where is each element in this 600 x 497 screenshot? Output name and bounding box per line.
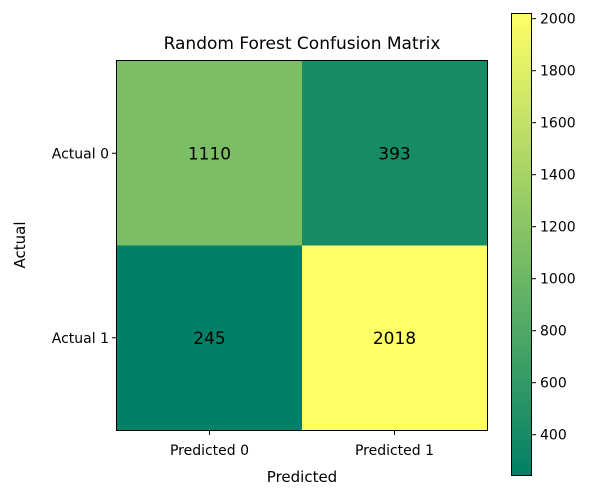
chart-title: Random Forest Confusion Matrix	[164, 34, 441, 54]
x-axis-ticks: Predicted 0 Predicted 1	[170, 430, 434, 459]
colorbar-tick-label: 1400	[540, 168, 576, 184]
heatmap-cell	[302, 61, 487, 246]
heatmap-cell	[117, 245, 302, 430]
colorbar-tick-label: 1600	[540, 116, 576, 132]
cell-value-label: 1110	[188, 144, 231, 164]
y-axis-ticks: Actual 0 Actual 1	[52, 146, 117, 347]
cell-value-label: 245	[193, 329, 225, 349]
y-tick-label: Actual 0	[52, 146, 109, 162]
x-axis-label: Predicted	[267, 468, 337, 486]
y-tick-label: Actual 1	[52, 331, 109, 347]
heatmap-cells	[117, 61, 487, 430]
colorbar-tick-label: 800	[540, 324, 567, 340]
cell-value-label: 2018	[373, 329, 416, 349]
heatmap-cell-labels: 1110 393 245 2018	[188, 144, 416, 349]
y-axis-label: Actual	[11, 222, 29, 269]
colorbar-tick-label: 1200	[540, 220, 576, 236]
colorbar-tick-label: 1000	[540, 272, 576, 288]
colorbar-tick-label: 600	[540, 376, 567, 392]
heatmap-cell	[117, 61, 302, 246]
colorbar-tick-label: 1800	[540, 64, 576, 80]
colorbar	[511, 13, 532, 476]
colorbar-tick-label: 400	[540, 428, 567, 444]
plot-frame	[116, 60, 488, 431]
colorbar-ticks: 400 600 800 1000 1200 1400 1600 1800 2000	[531, 12, 576, 444]
x-tick-label: Predicted 1	[355, 443, 434, 459]
colorbar-tick-label: 2000	[540, 12, 576, 28]
x-tick-label: Predicted 0	[170, 443, 249, 459]
heatmap-cell	[302, 245, 487, 430]
cell-value-label: 393	[378, 144, 410, 164]
